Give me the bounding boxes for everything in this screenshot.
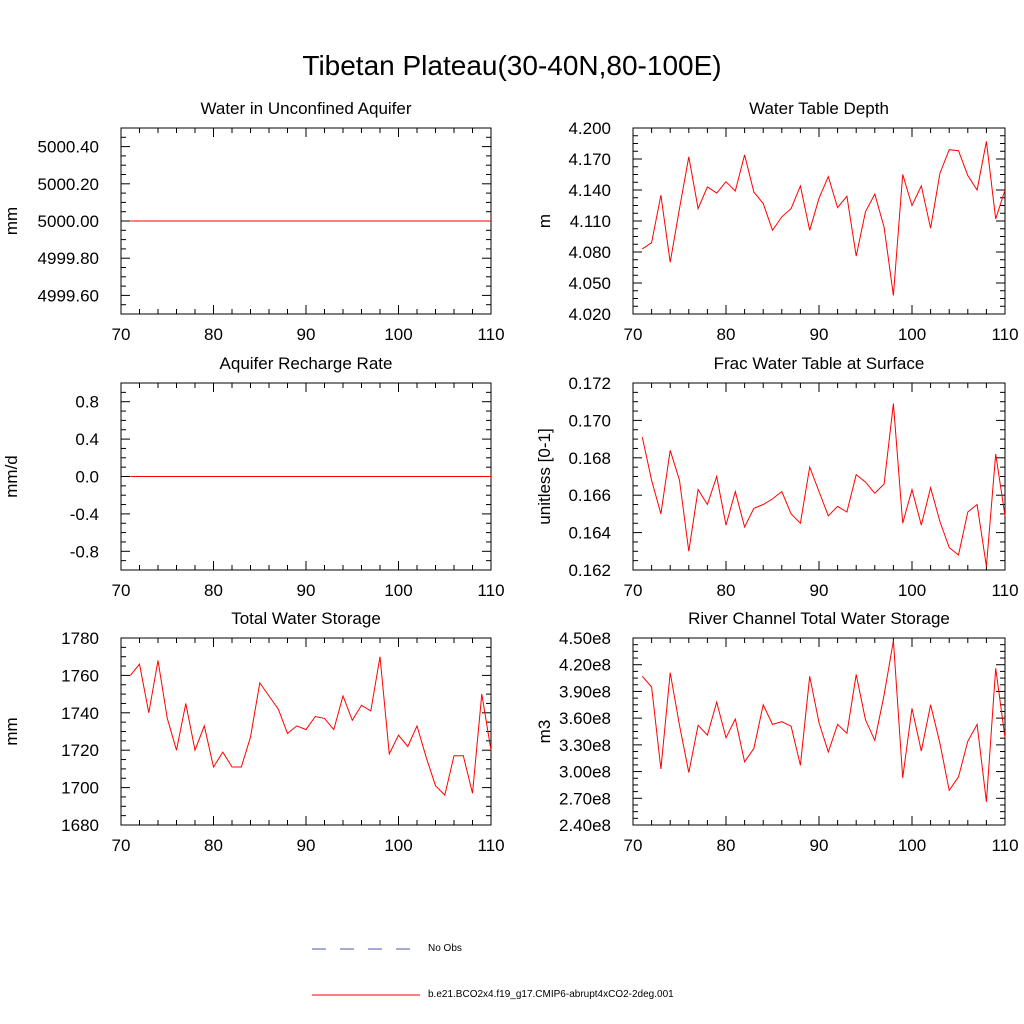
x-tick-label: 110 [477, 836, 504, 855]
x-tick-label: 110 [477, 581, 504, 600]
x-tick-label: 110 [477, 325, 504, 344]
y-tick-label: 0.170 [568, 411, 611, 430]
x-tick-label: 70 [624, 581, 643, 600]
x-tick-label: 80 [204, 325, 223, 344]
panel-river-channel-total-water-storage: 70 80 90 100 110 2.40e8 2.70e8 3.00e8 3.30e8 3.60… [535, 609, 1019, 855]
y-tick-label: 0.0 [75, 468, 99, 487]
series-line-river-channel-total-water-storage [641, 640, 1006, 802]
y-tick-label: 1740 [61, 704, 99, 723]
y-tick-label: 0.164 [568, 524, 611, 543]
y-tick-label: 0.172 [568, 374, 611, 393]
plot-frame [632, 127, 1006, 315]
y-tick-label: 2.70e8 [559, 789, 611, 808]
x-tick-label: 80 [717, 836, 736, 855]
y-tick-label: 5000.20 [38, 175, 99, 194]
y-tick-label: 4.110 [570, 212, 611, 231]
x-tick-label: 70 [624, 836, 643, 855]
x-tick-label: 110 [991, 325, 1018, 344]
y-tick-label: 5000.40 [38, 138, 99, 157]
panel-title: Water Table Depth [749, 99, 889, 118]
y-tick-label: 4.200 [568, 119, 611, 138]
y-tick-label: -0.8 [70, 542, 99, 561]
y-tick-label: 1780 [61, 629, 99, 648]
y-tick-label: 2.40e8 [559, 816, 611, 835]
y-tick-label: 3.60e8 [559, 709, 611, 728]
y-tick-label: 3.30e8 [559, 736, 611, 755]
y-axis-label: m3 [535, 720, 554, 744]
panel-title: Frac Water Table at Surface [714, 354, 925, 373]
y-tick-label: 1700 [61, 779, 99, 798]
legend [312, 948, 420, 996]
panel-aquifer-recharge-rate: 70 80 90 100 110 -0.8 -0.4 0.0 0.4 0.8 Aquifer Rec… [2, 354, 505, 600]
x-tick-label: 70 [112, 581, 131, 600]
panel-title: Aquifer Recharge Rate [220, 354, 393, 373]
y-axis-label: unitless [0-1] [535, 428, 554, 524]
x-tick-label: 90 [297, 836, 316, 855]
y-tick-label: 4999.80 [38, 249, 99, 268]
x-tick-label: 70 [112, 325, 131, 344]
x-tick-label: 110 [991, 836, 1018, 855]
series-line-total-water-storage [129, 656, 492, 797]
y-tick-label: 4.170 [568, 150, 611, 169]
x-tick-label: 100 [384, 581, 412, 600]
x-tick-label: 90 [297, 581, 316, 600]
y-tick-label: 0.162 [568, 561, 611, 580]
x-tick-label: 100 [898, 325, 926, 344]
y-axis-label: mm/d [2, 455, 21, 498]
figure-title: Tibetan Plateau(30-40N,80-100E) [302, 50, 722, 81]
panel-title: Total Water Storage [231, 609, 381, 628]
y-tick-label: 5000.00 [38, 212, 99, 231]
x-tick-label: 110 [991, 581, 1018, 600]
y-tick-label: 4.140 [568, 181, 611, 200]
x-tick-label: 100 [384, 836, 412, 855]
plot-frame [632, 637, 1006, 826]
plot-frame [632, 382, 1006, 571]
panel-total-water-storage: 70 80 90 100 110 1680 1700 1720 1740 1760 1780 Tota… [2, 609, 505, 855]
panel-title: River Channel Total Water Storage [688, 609, 950, 628]
y-tick-label: 0.4 [75, 430, 99, 449]
y-axis-label: m [535, 214, 554, 228]
y-tick-label: 4.050 [568, 274, 611, 293]
y-tick-label: 4999.60 [38, 286, 99, 305]
x-tick-label: 90 [810, 581, 829, 600]
panel-water-in-unconfined-aquifer: 70 80 90 100 110 4999.60 4999.80 5000.00 5000.20… [2, 99, 505, 344]
x-tick-label: 100 [898, 581, 926, 600]
panel-frac-water-table-at-surface: 70 80 90 100 110 0.162 0.164 0.166 0.168 0.170 0.1… [535, 354, 1019, 600]
x-tick-label: 80 [204, 581, 223, 600]
y-tick-label: 3.00e8 [559, 763, 611, 782]
y-tick-label: 1680 [61, 816, 99, 835]
x-tick-label: 100 [898, 836, 926, 855]
x-tick-label: 80 [717, 581, 736, 600]
x-tick-label: 80 [717, 325, 736, 344]
y-tick-label: 3.90e8 [559, 682, 611, 701]
x-tick-label: 90 [810, 325, 829, 344]
y-tick-label: 1720 [61, 741, 99, 760]
x-tick-label: 80 [204, 836, 223, 855]
y-tick-label: 0.166 [568, 486, 611, 505]
x-tick-label: 90 [810, 836, 829, 855]
y-axis-label: mm [2, 207, 21, 235]
y-tick-label: 4.50e8 [559, 629, 611, 648]
y-tick-label: 4.080 [568, 243, 611, 262]
x-tick-label: 100 [384, 325, 412, 344]
y-tick-label: 1760 [61, 666, 99, 685]
x-tick-label: 90 [297, 325, 316, 344]
x-tick-label: 70 [624, 325, 643, 344]
y-tick-label: 0.168 [568, 449, 611, 468]
y-tick-label: 4.020 [568, 305, 611, 324]
y-tick-label: -0.4 [70, 505, 99, 524]
panel-title: Water in Unconfined Aquifer [200, 99, 411, 118]
y-tick-label: 4.20e8 [559, 656, 611, 675]
y-axis-label: mm [2, 717, 21, 745]
series-line-frac-water-table-at-surface [641, 403, 1006, 567]
panel-water-table-depth: 70 80 90 100 110 4.020 4.050 4.080 4.110 4.140 4.1… [535, 99, 1019, 344]
y-tick-label: 0.8 [75, 393, 99, 412]
plot-frame [120, 637, 492, 826]
x-tick-label: 70 [112, 836, 131, 855]
series-line-water-table-depth [642, 141, 1006, 296]
